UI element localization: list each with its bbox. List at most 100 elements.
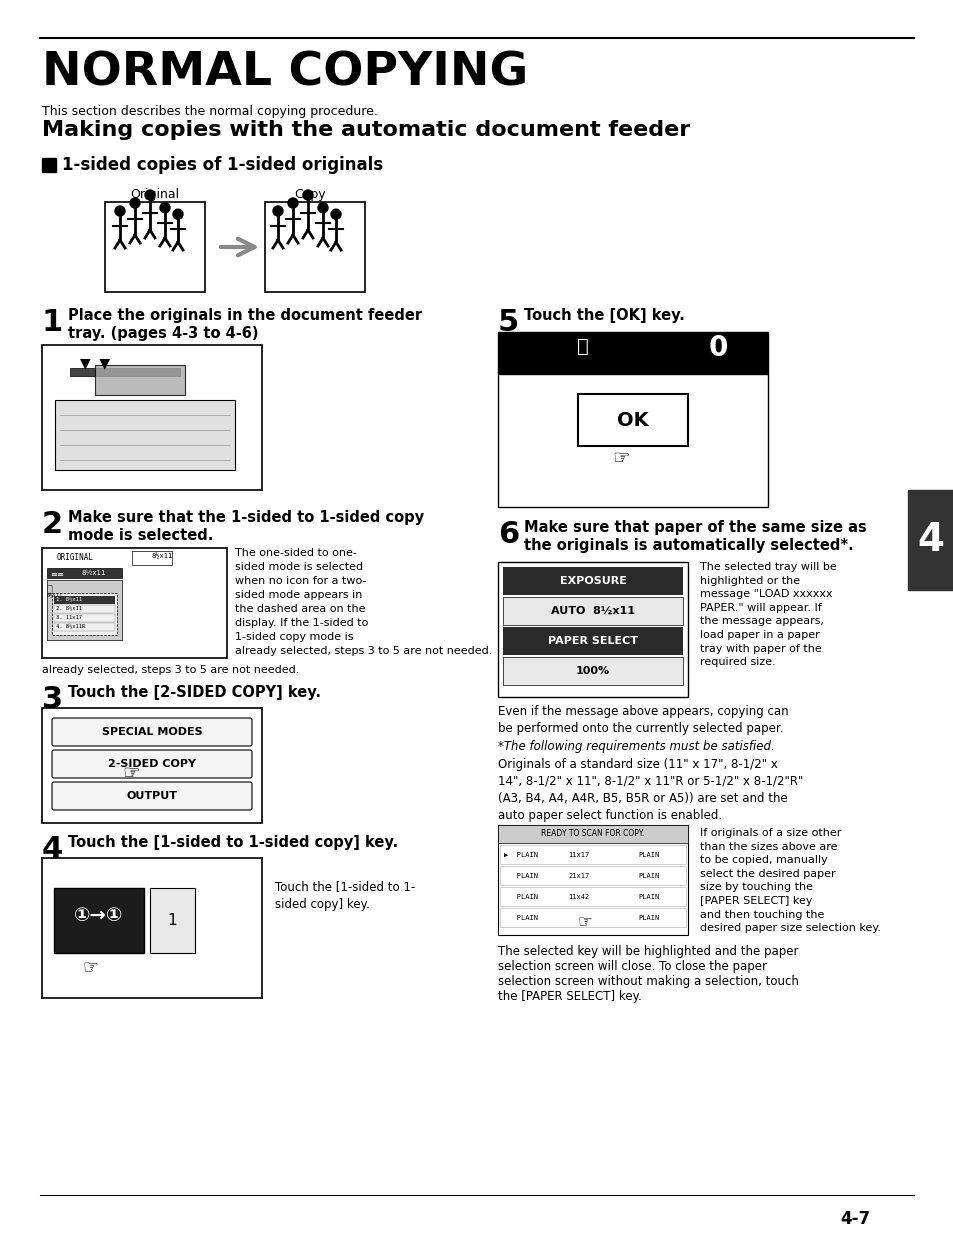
Text: already selected, steps 3 to 5 are not needed.: already selected, steps 3 to 5 are not n… — [42, 664, 299, 676]
Text: 2-SIDED COPY: 2-SIDED COPY — [108, 760, 195, 769]
Text: 3: 3 — [42, 685, 63, 714]
Text: ☞: ☞ — [82, 958, 98, 976]
Text: If originals of a size other
than the sizes above are
to be copied, manually
sel: If originals of a size other than the si… — [700, 827, 880, 934]
Text: 1: 1 — [167, 913, 176, 927]
Polygon shape — [95, 366, 185, 395]
Circle shape — [115, 206, 125, 216]
Text: Copy: Copy — [294, 188, 326, 201]
FancyBboxPatch shape — [52, 718, 252, 746]
Bar — [502, 567, 682, 595]
Bar — [497, 825, 687, 935]
Text: 1-sided copies of 1-sided originals: 1-sided copies of 1-sided originals — [62, 156, 383, 174]
Text: 21x17: 21x17 — [567, 873, 589, 879]
Text: The one-sided to one-
sided mode is selected
when no icon for a two-
sided mode : The one-sided to one- sided mode is sele… — [234, 548, 492, 656]
Text: Touch the [2-SIDED COPY] key.: Touch the [2-SIDED COPY] key. — [68, 685, 320, 700]
Text: Making copies with the automatic document feeder: Making copies with the automatic documen… — [42, 120, 690, 140]
Circle shape — [130, 198, 140, 207]
Text: The selected key will be highlighted and the paper: The selected key will be highlighted and… — [497, 945, 798, 958]
Bar — [47, 568, 122, 578]
Text: Original: Original — [131, 188, 179, 201]
Text: Touch the [1-sided to 1-
sided copy] key.: Touch the [1-sided to 1- sided copy] key… — [274, 881, 415, 911]
Bar — [499, 908, 685, 927]
Text: Even if the message above appears, copying can
be performed onto the currently s: Even if the message above appears, copyi… — [497, 705, 788, 735]
Text: ⎙: ⎙ — [577, 337, 588, 356]
Text: ⬛: ⬛ — [47, 583, 52, 593]
Bar — [42, 345, 262, 490]
Bar — [502, 597, 682, 625]
Bar — [54, 888, 144, 953]
Text: AUTO  8½x11: AUTO 8½x11 — [551, 606, 635, 616]
Text: selection screen will close. To close the paper: selection screen will close. To close th… — [497, 960, 766, 973]
Bar — [497, 332, 767, 374]
Text: 5: 5 — [497, 308, 518, 337]
Bar — [132, 551, 172, 564]
Bar — [497, 825, 687, 844]
Bar — [499, 866, 685, 885]
Text: selection screen without making a selection, touch: selection screen without making a select… — [497, 974, 798, 988]
Text: PLAIN: PLAIN — [638, 873, 659, 879]
Text: EXPOSURE: EXPOSURE — [559, 576, 626, 585]
FancyBboxPatch shape — [52, 750, 252, 778]
Bar — [55, 400, 234, 471]
Text: 1. 8½x11: 1. 8½x11 — [56, 597, 82, 601]
Bar — [502, 657, 682, 685]
Text: (A3, B4, A4, A4R, B5, B5R or A5)) are set and the
auto paper select function is : (A3, B4, A4, A4R, B5, B5R or A5)) are se… — [497, 792, 787, 823]
Text: ORIGINAL: ORIGINAL — [57, 553, 94, 562]
Text: ☞: ☞ — [122, 764, 139, 783]
Text: PLAIN: PLAIN — [503, 915, 537, 921]
Bar — [105, 203, 205, 291]
Bar — [907, 490, 953, 590]
Text: 2. 8½x11: 2. 8½x11 — [56, 606, 82, 611]
Text: 3. 11x17: 3. 11x17 — [56, 615, 82, 620]
Text: PLAIN: PLAIN — [638, 915, 659, 921]
Bar — [47, 580, 122, 640]
Bar — [42, 158, 56, 172]
Bar — [42, 858, 262, 998]
Circle shape — [160, 203, 170, 212]
Text: ①→①: ①→① — [74, 906, 124, 925]
Text: ☞: ☞ — [578, 913, 592, 931]
Text: PAPER SELECT: PAPER SELECT — [547, 636, 638, 646]
Text: 4-7: 4-7 — [839, 1210, 869, 1228]
Text: PLAIN: PLAIN — [638, 852, 659, 858]
Text: 1: 1 — [42, 308, 63, 337]
Bar — [502, 627, 682, 655]
Circle shape — [303, 190, 313, 200]
Text: tray. (pages 4-3 to 4-6): tray. (pages 4-3 to 4-6) — [68, 326, 258, 341]
Text: 4. 8½x11R: 4. 8½x11R — [56, 624, 85, 629]
Text: 11x17: 11x17 — [567, 852, 589, 858]
Text: 100%: 100% — [576, 666, 609, 676]
Text: Place the originals in the document feeder: Place the originals in the document feed… — [68, 308, 421, 324]
FancyBboxPatch shape — [52, 782, 252, 810]
Text: *The following requirements must be satisfied.: *The following requirements must be sati… — [497, 740, 774, 753]
Bar — [497, 374, 767, 508]
Text: Touch the [OK] key.: Touch the [OK] key. — [523, 308, 684, 324]
Circle shape — [145, 190, 154, 200]
Circle shape — [317, 203, 328, 212]
Text: 11x42: 11x42 — [567, 894, 589, 900]
Bar — [578, 394, 687, 446]
Bar — [497, 562, 687, 697]
Bar — [499, 845, 685, 864]
Text: Originals of a standard size (11" x 17", 8-1/2" x
14", 8-1/2" x 11", 8-1/2" x 11: Originals of a standard size (11" x 17",… — [497, 758, 802, 788]
Text: 6: 6 — [497, 520, 518, 550]
Text: the [PAPER SELECT] key.: the [PAPER SELECT] key. — [497, 990, 641, 1003]
Text: PLAIN: PLAIN — [638, 894, 659, 900]
Text: NORMAL COPYING: NORMAL COPYING — [42, 49, 528, 95]
Bar — [54, 614, 115, 622]
Text: 4: 4 — [42, 835, 63, 864]
Bar — [52, 593, 117, 635]
Text: ▶  PLAIN: ▶ PLAIN — [503, 852, 537, 858]
Circle shape — [172, 209, 183, 219]
Text: PLAIN: PLAIN — [503, 894, 537, 900]
Text: the originals is automatically selected*.: the originals is automatically selected*… — [523, 538, 853, 553]
Text: OUTPUT: OUTPUT — [127, 790, 177, 802]
Text: Make sure that the 1-sided to 1-sided copy: Make sure that the 1-sided to 1-sided co… — [68, 510, 424, 525]
Text: 8½x11: 8½x11 — [47, 593, 63, 598]
Text: ☞: ☞ — [612, 450, 629, 468]
Text: 8½x11: 8½x11 — [152, 553, 173, 559]
Bar — [499, 887, 685, 906]
Bar — [150, 888, 194, 953]
Bar — [265, 203, 365, 291]
Circle shape — [288, 198, 297, 207]
